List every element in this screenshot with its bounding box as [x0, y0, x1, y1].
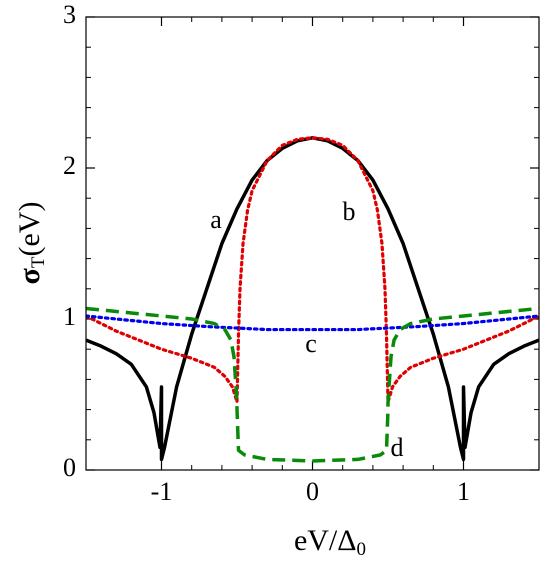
curve-annotation: a	[210, 205, 222, 234]
curve-1	[86, 136, 539, 404]
curve-annotation: b	[343, 197, 356, 226]
y-label-unit: (eV)	[13, 202, 46, 257]
y-tick-label: 2	[63, 151, 76, 180]
y-label-symbol: σ	[13, 267, 46, 284]
curve-annotation: d	[391, 433, 404, 462]
curve-3	[86, 306, 539, 463]
x-tick-label: 0	[306, 477, 319, 506]
plot-frame	[85, 16, 540, 471]
x-label-text: eV/Δ	[294, 524, 357, 557]
x-tick-label: -1	[151, 477, 173, 506]
x-label-subscript: 0	[357, 539, 367, 560]
curve-annotation: c	[305, 329, 317, 358]
y-label-subscript: T	[28, 256, 49, 268]
x-axis-label: eV/Δ0	[294, 524, 366, 560]
y-tick-label: 3	[63, 0, 76, 29]
y-axis-label: σT(eV)	[13, 202, 49, 285]
curve-0	[86, 136, 539, 462]
x-tick-label: 1	[457, 477, 470, 506]
curve-2	[86, 314, 539, 332]
y-tick-label: 0	[63, 453, 76, 482]
y-tick-label: 1	[63, 302, 76, 331]
